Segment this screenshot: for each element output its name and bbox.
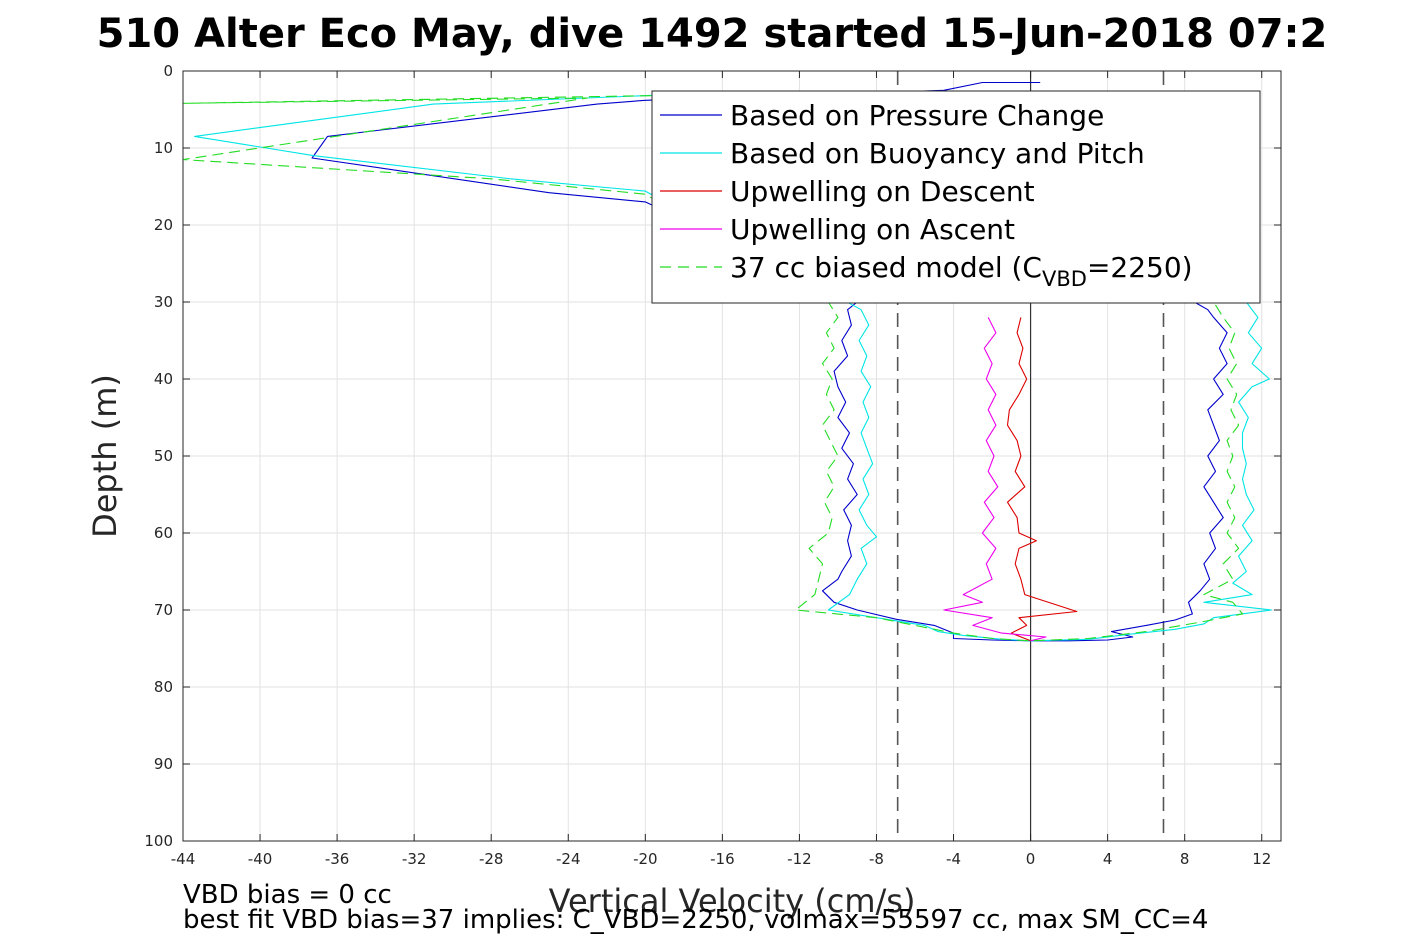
legend-box [651,90,1261,304]
legend-label: Based on Buoyancy and Pitch [730,137,1145,170]
legend-label: Based on Pressure Change [730,99,1104,132]
y-tick-label: 80 [154,678,173,696]
series-group [183,81,1272,642]
x-tick-label: 0 [1026,850,1036,868]
x-tick-label: -20 [633,850,658,868]
legend-label: Upwelling on Ascent [730,213,1015,246]
legend: Based on Pressure Change Based on Buoyanc… [651,90,1261,304]
x-tick-label: -32 [402,850,427,868]
y-axis: 0 10 20 30 40 50 60 70 80 90 100 [144,62,1281,850]
y-tick-label: 30 [154,293,173,311]
x-tick-label: -28 [479,850,504,868]
legend-label: 37 cc biased model (CVBD=2250) [730,251,1193,291]
x-tick-label: -12 [787,850,812,868]
x-axis-label: Vertical Velocity (cm/s) [549,882,916,920]
x-tick-label: -24 [556,850,581,868]
series-line-5 [183,92,1244,642]
x-tick-label: 4 [1103,850,1113,868]
series-line-4 [943,317,1047,642]
x-tick-label: -36 [325,850,350,868]
series-line-3 [1006,317,1078,642]
y-axis-label: Depth (m) [86,374,124,538]
legend-label: Upwelling on Descent [730,175,1035,208]
x-tick-label: 8 [1180,850,1190,868]
x-tick-label: 12 [1252,850,1271,868]
y-tick-label: 60 [154,524,173,542]
y-tick-label: 10 [154,139,173,157]
y-tick-label: 100 [144,832,173,850]
x-tick-label: -16 [710,850,735,868]
series-line-2 [194,93,1272,642]
series-line-1 [311,81,1228,642]
x-tick-label: -40 [248,850,273,868]
y-tick-label: 50 [154,447,173,465]
legend-label-tail: =2250) [1087,251,1193,284]
x-axis: -44 -40 -36 -32 -28 -24 -20 -16 -12 -8 -4 0 4 8 12 [171,71,1271,868]
y-tick-label: 20 [154,216,173,234]
y-tick-label: 70 [154,601,173,619]
chart-title: 510 Alter Eco May, dive 1492 started 15-… [97,11,1328,57]
x-tick-label: -8 [869,850,884,868]
note-best-fit: best fit VBD bias=37 implies: C_VBD=2250… [183,905,1208,935]
legend-label-subscript: VBD [1042,267,1087,291]
x-tick-label: -4 [946,850,961,868]
y-tick-label: 40 [154,370,173,388]
note-vbd-bias: VBD bias = 0 cc [183,880,392,910]
y-tick-label: 90 [154,755,173,773]
legend-label-main: 37 cc biased model (C [730,251,1042,284]
x-tick-label: -44 [171,850,196,868]
y-tick-label: 0 [163,62,173,80]
